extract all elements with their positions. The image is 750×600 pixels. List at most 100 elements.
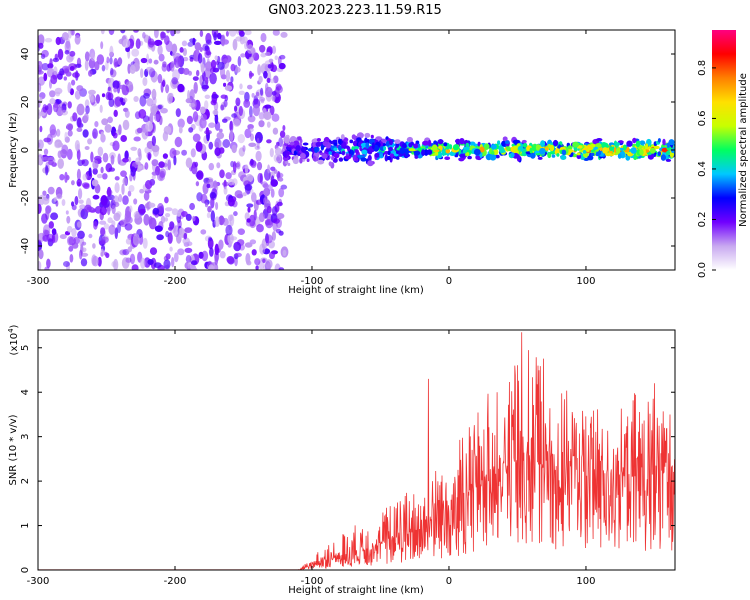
noise-blob [190, 148, 196, 158]
noise-blob [181, 211, 188, 217]
noise-blob [214, 121, 221, 131]
noise-blob [68, 245, 74, 252]
noise-blob [264, 194, 268, 204]
signal-blob [349, 139, 354, 144]
noise-blob [267, 64, 272, 69]
noise-blob [209, 247, 214, 257]
noise-blob [150, 103, 158, 116]
noise-blob [189, 267, 198, 270]
noise-blob [160, 81, 164, 93]
noise-blob [177, 83, 185, 93]
noise-blob [122, 157, 129, 163]
noise-blob [273, 169, 278, 174]
noise-blob [42, 104, 48, 113]
noise-blob [208, 264, 215, 270]
noise-blob [181, 149, 188, 156]
signal-blob [421, 149, 426, 157]
signal-blob [469, 141, 476, 146]
noise-blob [185, 213, 192, 221]
noise-blob [251, 192, 257, 203]
noise-blob [177, 248, 185, 256]
noise-blob [233, 118, 241, 127]
noise-blob [154, 225, 163, 232]
noise-blob [71, 79, 76, 86]
y-tick-label: -20 [20, 190, 31, 206]
noise-blob [275, 83, 282, 91]
noise-blob [266, 139, 272, 144]
noise-blob [196, 69, 200, 77]
noise-blob [111, 204, 116, 215]
signal-blob [344, 155, 352, 160]
signal-blob [317, 159, 325, 165]
noise-blob [94, 121, 99, 128]
signal-blob [387, 156, 391, 160]
noise-blob [143, 92, 150, 99]
noise-blob [148, 41, 157, 46]
signal-blob [595, 143, 602, 148]
signal-blob [549, 150, 556, 155]
noise-blob [140, 257, 146, 269]
noise-blob [92, 128, 98, 139]
signal-blob [414, 150, 421, 156]
noise-blob [69, 66, 75, 71]
noise-blob [182, 68, 190, 75]
noise-blob [154, 30, 159, 39]
noise-blob [108, 30, 115, 36]
noise-blob [64, 131, 68, 141]
noise-blob [269, 105, 275, 116]
noise-blob [88, 167, 92, 177]
noise-blob [188, 127, 194, 133]
noise-blob [109, 45, 114, 57]
signal-blob [458, 158, 465, 162]
x-tick-label: -100 [301, 276, 324, 287]
noise-blob [161, 63, 168, 72]
noise-blob [160, 31, 166, 39]
noise-blob [42, 156, 50, 161]
noise-blob [84, 51, 90, 62]
noise-blob [48, 221, 54, 229]
noise-blob [65, 210, 69, 215]
noise-blob [92, 255, 99, 267]
colorbar-tick-label: 0.0 [697, 262, 708, 278]
noise-blob [43, 148, 49, 155]
y-tick-label: 2 [20, 478, 31, 484]
noise-blob [200, 193, 208, 204]
signal-blob [670, 148, 675, 153]
figure-title: GN03.2023.223.11.59.R15 [268, 3, 442, 18]
noise-blob [189, 202, 196, 211]
noise-blob [227, 197, 235, 207]
x-tick-label: 100 [576, 576, 595, 587]
noise-blob [206, 212, 211, 219]
noise-blob [184, 227, 193, 234]
noise-blob [210, 210, 215, 222]
noise-blob [268, 58, 274, 63]
noise-blob [225, 69, 231, 82]
noise-blob [129, 253, 136, 265]
noise-blob [38, 34, 45, 46]
noise-blob [225, 30, 229, 37]
noise-blob [154, 39, 163, 47]
noise-blob [247, 84, 253, 90]
noise-blob [45, 206, 51, 214]
noise-blob [78, 188, 83, 200]
signal-blob [662, 138, 666, 146]
noise-blob [57, 158, 64, 169]
noise-blob [38, 109, 41, 119]
noise-blob [118, 194, 123, 203]
signal-blob [660, 154, 667, 161]
noise-blob [258, 75, 263, 84]
noise-blob [185, 255, 192, 264]
noise-blob [64, 40, 71, 53]
signal-blob [370, 134, 374, 139]
noise-blob [181, 40, 188, 47]
signal-blob [459, 138, 465, 145]
colorbar-tick-label: 0.2 [697, 212, 708, 228]
noise-blob [63, 261, 70, 267]
signal-blob [626, 146, 630, 153]
signal-blob [657, 151, 662, 157]
noise-blob [136, 127, 143, 134]
signal-blob [361, 149, 368, 155]
noise-blob [182, 48, 187, 56]
noise-blob [282, 249, 287, 257]
signal-blob [354, 149, 359, 154]
